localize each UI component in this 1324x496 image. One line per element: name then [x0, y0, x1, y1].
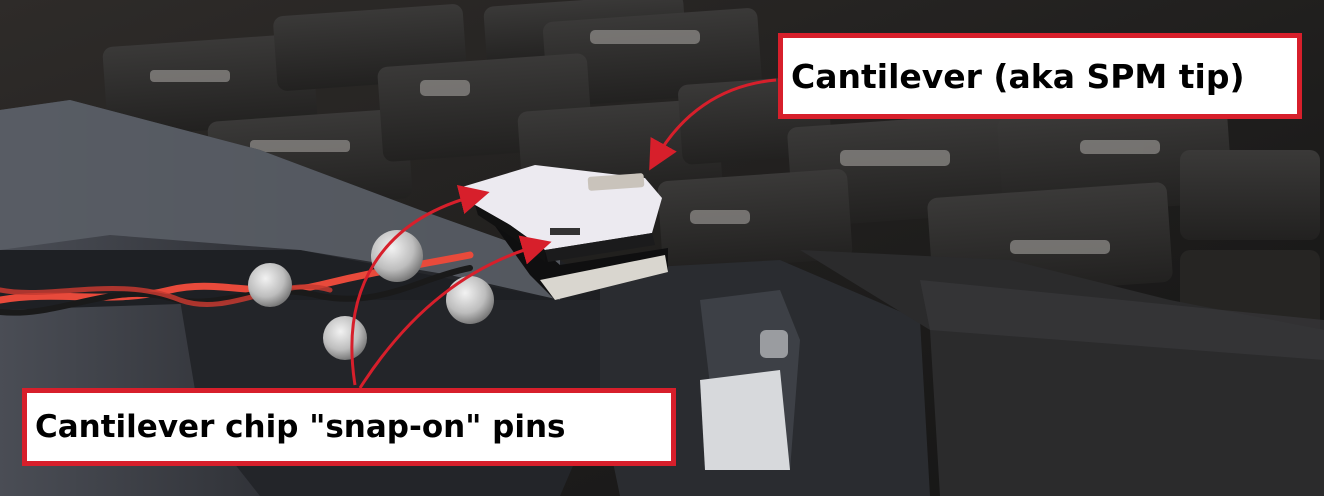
keyboard-key — [1180, 150, 1320, 240]
snap-on-pins-label: Cantilever chip "snap-on" pins — [22, 388, 676, 466]
annotation-arrows — [350, 78, 777, 389]
screw — [446, 276, 494, 324]
cantilever-tip — [587, 173, 645, 191]
keyboard-key — [102, 33, 318, 137]
screw — [371, 230, 423, 282]
keyboard — [102, 0, 1320, 360]
screw — [248, 263, 292, 307]
snap-on-pins-label-text: Cantilever chip "snap-on" pins — [35, 409, 566, 445]
arrow-to-pin-left — [350, 184, 490, 386]
keyboard-key — [997, 102, 1233, 218]
arrow-to-pin-right — [358, 235, 552, 389]
cantilever-label: Cantilever (aka SPM tip) — [778, 33, 1302, 119]
keyboard-key — [657, 169, 853, 271]
cantilever-label-text: Cantilever (aka SPM tip) — [791, 56, 1245, 96]
snap-on-pins — [248, 230, 494, 360]
screw — [323, 316, 367, 360]
cantilever-chip — [462, 165, 668, 300]
arrow-to-cantilever — [649, 78, 777, 171]
